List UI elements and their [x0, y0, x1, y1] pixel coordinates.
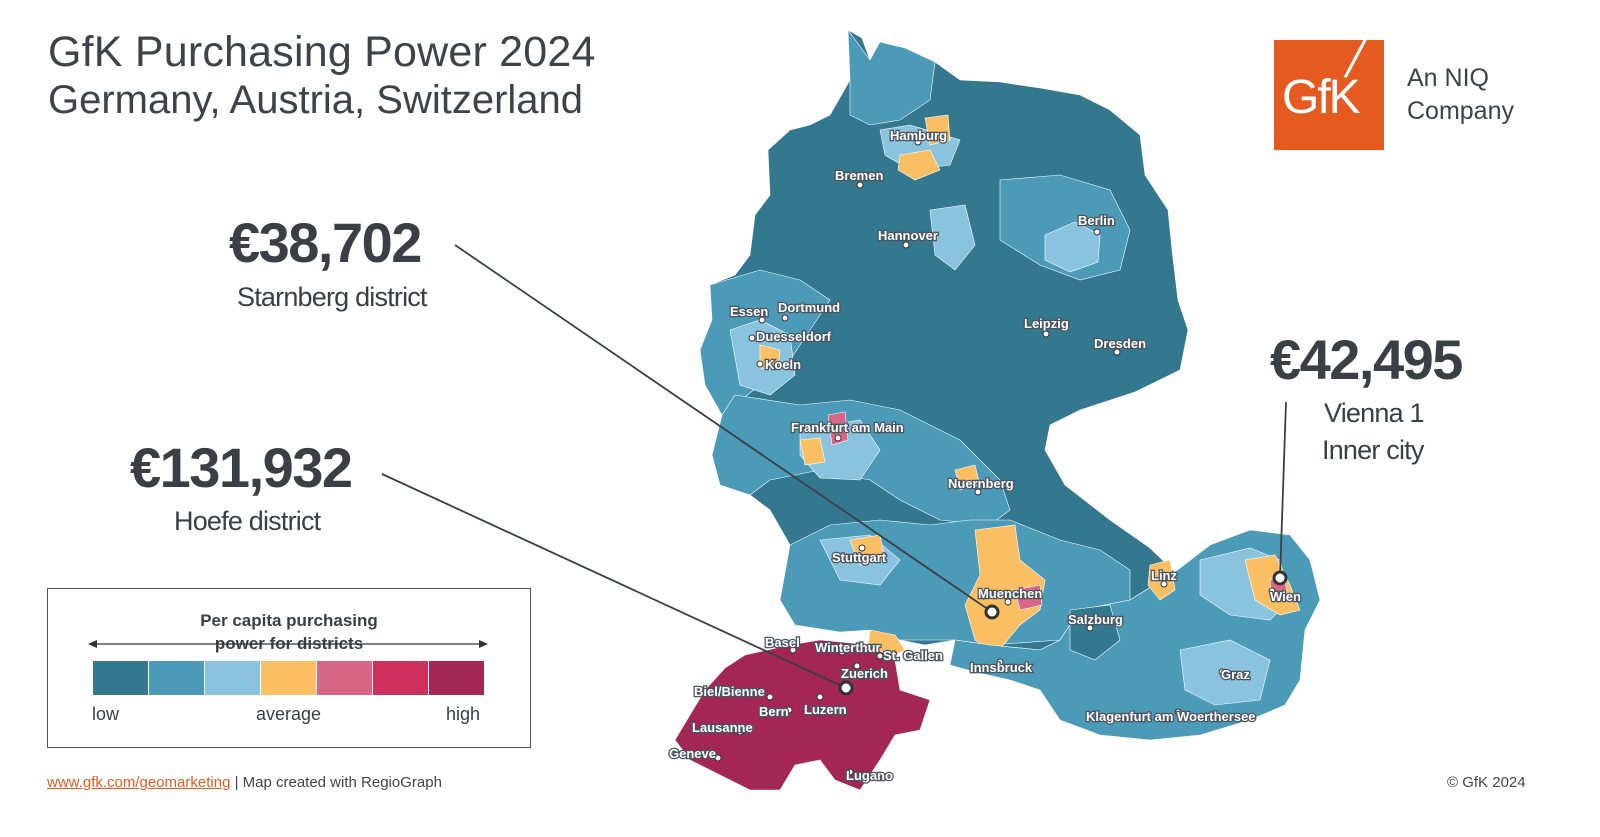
- marker-vienna: [1272, 570, 1288, 586]
- tagline-line1: An NIQ: [1407, 64, 1489, 92]
- callout-value-hoefe: €131,932: [130, 436, 353, 499]
- city-dortmund: Dortmund: [778, 300, 840, 315]
- marker-starnberg: [984, 604, 1000, 620]
- logo-tagline: An NIQ Company: [1407, 62, 1514, 128]
- city-bern: Bern: [759, 704, 789, 719]
- city-duesseldorf: Duesseldorf: [756, 329, 832, 344]
- city-lugano: Lugano: [846, 768, 893, 783]
- city-zuerich: Zuerich: [841, 666, 888, 681]
- city-basel: Basel: [765, 635, 800, 650]
- callout-label-vienna-2: Inner city: [1322, 435, 1424, 465]
- callout-line-vienna: [1279, 401, 1287, 579]
- legend-swatch-2: [149, 661, 204, 695]
- legend-swatch-1: [93, 661, 148, 695]
- page-subtitle: Germany, Austria, Switzerland: [48, 78, 584, 122]
- gfk-logo: GfK: [1274, 37, 1384, 150]
- city-bremen: Bremen: [835, 168, 883, 183]
- footer-text: Map created with RegioGraph: [242, 774, 442, 791]
- geomarketing-link[interactable]: www.gfk.com/geomarketing: [47, 774, 231, 791]
- legend-swatch-7: [429, 661, 484, 695]
- footer-separator: |: [230, 774, 243, 791]
- city-klagenfurt: Klagenfurt am Woerthersee: [1086, 709, 1256, 724]
- city-st-gallen: St. Gallen: [883, 648, 943, 663]
- callout-label-vienna-1: Vienna 1: [1324, 398, 1425, 428]
- city-essen: Essen: [730, 304, 768, 319]
- legend-swatch-6: [373, 661, 428, 695]
- callout-line-starnberg: [454, 244, 993, 613]
- city-stuttgart: Stuttgart: [832, 550, 887, 565]
- switzerland-region: [674, 639, 931, 791]
- city-innsbruck: Innsbruck: [970, 660, 1033, 675]
- city-lausanne: Lausanne: [692, 720, 753, 735]
- callout-label-hoefe: Hoefe district: [174, 506, 321, 536]
- city-linz: Linz: [1151, 568, 1177, 583]
- city-luzern: Luzern: [804, 702, 847, 717]
- city-biel: Biel/Bienne: [694, 684, 765, 699]
- city-koeln: Koeln: [765, 357, 801, 372]
- city-muenchen: Muenchen: [978, 586, 1042, 601]
- marker-hoefe: [838, 680, 854, 696]
- city-labels: Hamburg Bremen Berlin Hannover Essen Dor…: [668, 127, 1303, 785]
- legend-arrow: [88, 640, 488, 648]
- tagline-line2: Company: [1407, 97, 1514, 125]
- callout-value-vienna: €42,495: [1270, 328, 1463, 391]
- city-graz: Graz: [1221, 667, 1250, 682]
- callout-label-starnberg: Starnberg district: [237, 282, 427, 312]
- city-hamburg: Hamburg: [890, 128, 947, 143]
- callout-line-hoefe: [381, 473, 847, 689]
- city-geneve: Geneve: [669, 746, 716, 761]
- city-berlin: Berlin: [1078, 213, 1115, 228]
- city-dresden: Dresden: [1094, 336, 1146, 351]
- page-title: GfK Purchasing Power 2024: [48, 28, 596, 76]
- legend-title-line1: Per capita purchasing: [200, 611, 378, 630]
- city-wien: Wien: [1270, 589, 1301, 604]
- copyright: © GfK 2024: [1447, 774, 1526, 791]
- legend-label-low: low: [92, 704, 120, 724]
- legend: Per capita purchasing power for district…: [47, 588, 531, 748]
- legend-label-high: high: [446, 704, 481, 724]
- city-frankfurt: Frankfurt am Main: [791, 420, 904, 435]
- legend-swatch-5: [317, 661, 372, 695]
- callout-value-starnberg: €38,702: [229, 211, 422, 274]
- logo-text: GfK: [1282, 71, 1361, 124]
- city-nuernberg: Nuernberg: [948, 476, 1014, 491]
- city-hannover: Hannover: [878, 228, 938, 243]
- city-leipzig: Leipzig: [1024, 316, 1069, 331]
- legend-swatch-3: [205, 661, 260, 695]
- legend-swatch-4: [261, 661, 316, 695]
- city-winterthur: Winterthur: [815, 640, 881, 655]
- legend-label-average: average: [256, 704, 322, 724]
- footer: www.gfk.com/geomarketing | Map created w…: [47, 774, 442, 791]
- city-salzburg: Salzburg: [1068, 612, 1123, 627]
